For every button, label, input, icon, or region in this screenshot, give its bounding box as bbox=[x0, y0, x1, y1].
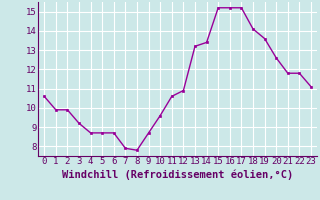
X-axis label: Windchill (Refroidissement éolien,°C): Windchill (Refroidissement éolien,°C) bbox=[62, 169, 293, 180]
